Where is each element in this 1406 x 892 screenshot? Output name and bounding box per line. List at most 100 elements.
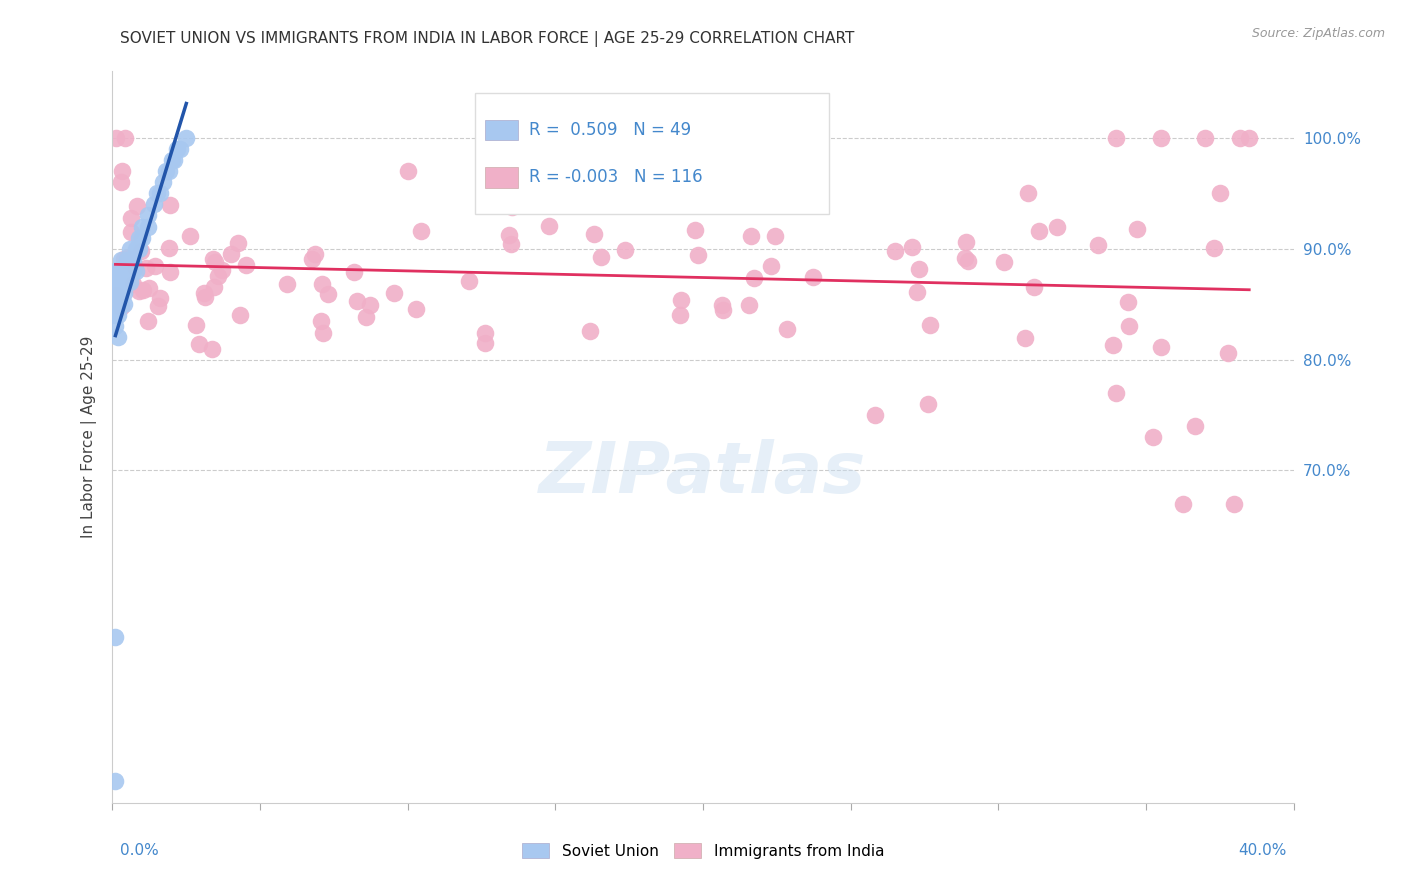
Point: [169, 142, 191, 156]
Point: [219, 247, 242, 261]
Point: [104, 319, 127, 334]
Point: [110, 297, 132, 311]
Point: [163, 153, 186, 167]
Point: [311, 277, 333, 291]
Point: [801, 269, 824, 284]
Point: [711, 302, 734, 317]
Point: [127, 199, 149, 213]
Point: [396, 164, 419, 178]
Point: [149, 186, 172, 201]
Text: 0.0%: 0.0%: [120, 843, 159, 858]
Point: [276, 277, 298, 291]
Point: [105, 131, 128, 145]
Point: [1229, 131, 1251, 145]
Point: [107, 330, 129, 344]
Point: [117, 264, 138, 278]
Point: [1150, 131, 1173, 145]
Point: [405, 302, 427, 317]
Point: [884, 244, 907, 259]
Point: [955, 235, 977, 250]
Text: Source: ZipAtlas.com: Source: ZipAtlas.com: [1251, 27, 1385, 40]
Point: [136, 219, 159, 234]
Point: [498, 227, 520, 242]
Point: [1194, 131, 1216, 145]
Point: [131, 219, 153, 234]
Point: [138, 281, 160, 295]
Point: [105, 288, 128, 302]
Point: [740, 228, 762, 243]
Point: [474, 326, 496, 341]
Point: [1024, 280, 1046, 294]
Y-axis label: In Labor Force | Age 25-29: In Labor Force | Age 25-29: [80, 336, 97, 538]
Point: [537, 219, 560, 234]
Point: [1028, 224, 1050, 238]
Point: [589, 250, 612, 264]
Point: [128, 242, 150, 256]
Point: [316, 286, 339, 301]
Point: [104, 308, 127, 322]
Point: [614, 244, 637, 258]
Point: [235, 258, 257, 272]
Point: [920, 318, 942, 333]
Point: [159, 198, 181, 212]
Point: [188, 337, 211, 351]
Point: [110, 285, 132, 300]
FancyBboxPatch shape: [485, 120, 517, 140]
Point: [1202, 241, 1225, 255]
Point: [1118, 319, 1140, 334]
Point: [159, 265, 181, 279]
Point: [120, 275, 142, 289]
Point: [157, 241, 180, 255]
Point: [107, 308, 129, 322]
Point: [917, 397, 939, 411]
Point: [121, 225, 143, 239]
Point: [104, 285, 127, 300]
Point: [312, 326, 335, 340]
Point: [128, 230, 150, 244]
Point: [135, 260, 157, 275]
Point: [304, 247, 326, 261]
Point: [761, 259, 783, 273]
Point: [193, 286, 215, 301]
Point: [125, 242, 148, 256]
Point: [683, 223, 706, 237]
Point: [104, 773, 127, 788]
Point: [152, 175, 174, 189]
Point: [112, 264, 135, 278]
Point: [107, 275, 129, 289]
Point: [131, 230, 153, 244]
Point: [382, 286, 405, 301]
Point: [204, 255, 226, 269]
Point: [228, 308, 250, 322]
Point: [1171, 497, 1194, 511]
Point: [112, 275, 135, 289]
Point: [107, 297, 129, 311]
Point: [1142, 430, 1164, 444]
Point: [579, 324, 602, 338]
Point: [136, 314, 159, 328]
Point: [1209, 186, 1232, 200]
Point: [583, 227, 606, 241]
Text: ZIPatlas: ZIPatlas: [540, 439, 866, 508]
Point: [1116, 295, 1139, 310]
Point: [104, 264, 127, 278]
Point: [143, 259, 166, 273]
Point: [114, 131, 136, 145]
Point: [907, 261, 929, 276]
Point: [711, 297, 734, 311]
Point: [142, 197, 165, 211]
Point: [1239, 131, 1261, 145]
Point: [122, 252, 145, 267]
Point: [117, 252, 138, 267]
Point: [179, 228, 201, 243]
Point: [124, 260, 146, 274]
Point: [499, 236, 522, 251]
Point: [668, 308, 690, 322]
Point: [742, 271, 765, 285]
Point: [128, 284, 150, 298]
Point: [120, 211, 142, 225]
Point: [110, 175, 132, 189]
Point: [1218, 345, 1240, 359]
Point: [1017, 186, 1039, 201]
Point: [226, 235, 249, 250]
